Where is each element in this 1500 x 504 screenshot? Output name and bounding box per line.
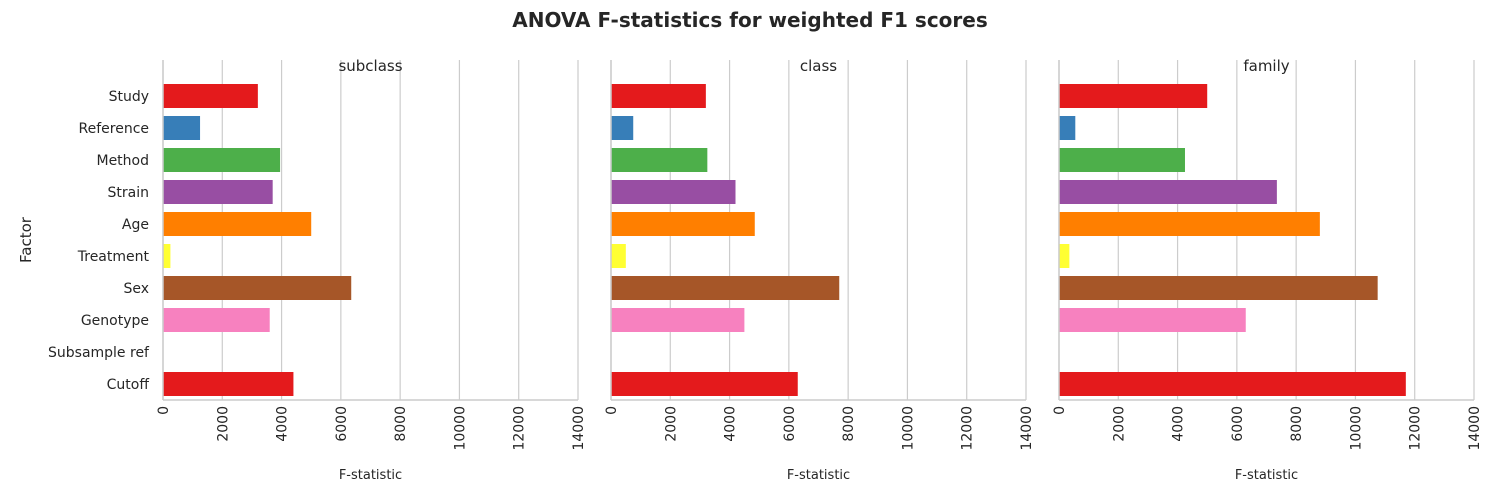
bar [163, 148, 281, 172]
bar [611, 244, 626, 268]
x-axis-label: F-statistic [787, 468, 850, 483]
bar [1059, 276, 1378, 300]
x-tick-label: 8000 [393, 406, 409, 442]
bar [1059, 180, 1277, 204]
x-axis-label: F-statistic [1235, 468, 1298, 483]
bar [1059, 84, 1208, 108]
x-tick-label: 0 [156, 406, 172, 415]
panel-title: class [800, 57, 837, 75]
category-label: Genotype [81, 313, 149, 329]
x-tick-label: 4000 [275, 406, 291, 442]
category-label: Strain [108, 185, 149, 201]
bar [163, 244, 171, 268]
x-tick-label: 0 [1052, 406, 1068, 415]
x-tick-label: 2000 [215, 406, 231, 442]
bar [611, 212, 755, 236]
category-label: Treatment [77, 249, 150, 265]
category-label: Study [109, 89, 149, 105]
bar [163, 84, 258, 108]
x-tick-label: 0 [604, 406, 620, 415]
x-tick-label: 14000 [571, 406, 587, 451]
bar [611, 116, 634, 140]
x-tick-label: 10000 [1348, 406, 1364, 451]
x-tick-label: 6000 [782, 406, 798, 442]
bar [611, 148, 708, 172]
x-tick-label: 10000 [452, 406, 468, 451]
bar [163, 308, 270, 332]
category-label: Age [122, 217, 149, 233]
x-tick-label: 14000 [1467, 406, 1483, 451]
bar [1059, 116, 1076, 140]
panel-title: family [1243, 57, 1289, 75]
x-tick-label: 4000 [1171, 406, 1187, 442]
bar [1059, 372, 1406, 396]
category-label: Sex [123, 281, 149, 297]
bar [611, 308, 745, 332]
bar [1059, 148, 1185, 172]
x-tick-label: 8000 [1289, 406, 1305, 442]
x-tick-label: 2000 [1111, 406, 1127, 442]
category-label: Method [96, 153, 149, 169]
x-tick-label: 12000 [1408, 406, 1424, 451]
bar [1059, 308, 1246, 332]
bar [163, 276, 352, 300]
chart-title: ANOVA F-statistics for weighted F1 score… [512, 8, 988, 32]
bar [611, 180, 736, 204]
x-tick-label: 10000 [900, 406, 916, 451]
x-tick-label: 4000 [723, 406, 739, 442]
x-tick-label: 14000 [1019, 406, 1035, 451]
category-label: Subsample ref [48, 345, 150, 361]
x-tick-label: 12000 [960, 406, 976, 451]
bar [163, 180, 273, 204]
x-tick-label: 12000 [512, 406, 528, 451]
category-label: Reference [79, 121, 150, 137]
bar [163, 212, 312, 236]
bar [611, 276, 840, 300]
panel-title: subclass [338, 57, 402, 75]
y-axis-label: Factor [17, 216, 35, 263]
bar [1059, 212, 1320, 236]
x-tick-label: 2000 [663, 406, 679, 442]
category-label: Cutoff [107, 377, 150, 393]
x-tick-label: 6000 [334, 406, 350, 442]
bar [611, 84, 706, 108]
bar [611, 372, 798, 396]
bar [163, 116, 201, 140]
x-axis-label: F-statistic [339, 468, 402, 483]
x-tick-label: 6000 [1230, 406, 1246, 442]
x-tick-label: 8000 [841, 406, 857, 442]
bar [1059, 244, 1070, 268]
bar [163, 372, 294, 396]
